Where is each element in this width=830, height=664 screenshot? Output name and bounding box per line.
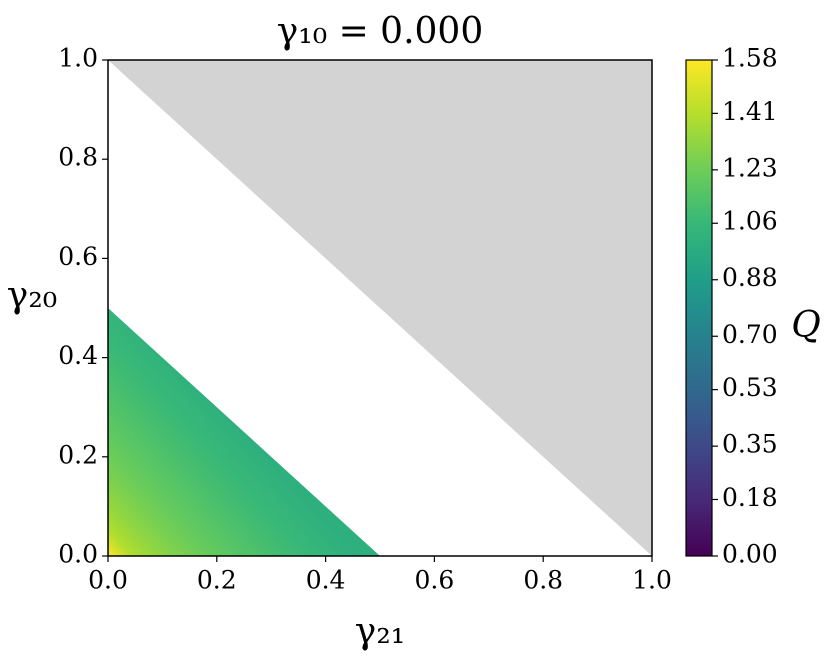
q-region (108, 308, 380, 556)
y-axis-label: γ₂₀ (7, 275, 57, 316)
chart-title: γ₁₀ = 0.000 (277, 11, 484, 52)
colorbar (685, 59, 713, 557)
y-tick-label: 0.0 (58, 540, 98, 569)
x-tick-label: 0.4 (306, 566, 346, 595)
y-tick-label: 0.6 (58, 242, 98, 271)
x-axis-label: γ₂₁ (355, 611, 405, 652)
colorbar-tick-label: 0.35 (722, 430, 778, 459)
colorbar-tick-label: 0.18 (722, 483, 778, 512)
colorbar-tick-label: 1.41 (722, 97, 778, 126)
gray-region (108, 60, 652, 556)
x-tick-label: 0.6 (415, 566, 455, 595)
y-tick-label: 1.0 (58, 44, 98, 73)
x-tick-label: 0.2 (197, 566, 237, 595)
x-tick-label: 0.8 (523, 566, 563, 595)
colorbar-tick-label: 1.23 (722, 153, 778, 182)
y-tick-label: 0.2 (58, 440, 98, 469)
x-tick-label: 1.0 (632, 566, 672, 595)
y-tick-label: 0.4 (58, 341, 98, 370)
colorbar-tick-label: 0.70 (722, 320, 778, 349)
colorbar-label: Q (791, 305, 821, 346)
colorbar-tick-label: 1.58 (722, 44, 778, 73)
y-tick-label: 0.8 (58, 143, 98, 172)
x-tick-label: 0.0 (88, 566, 128, 595)
colorbar-tick-label: 0.00 (722, 540, 778, 569)
colorbar-tick-label: 0.53 (722, 373, 778, 402)
plot-frame (107, 59, 653, 557)
colorbar-tick-label: 1.06 (722, 207, 778, 236)
colorbar-tick-label: 0.88 (722, 263, 778, 292)
